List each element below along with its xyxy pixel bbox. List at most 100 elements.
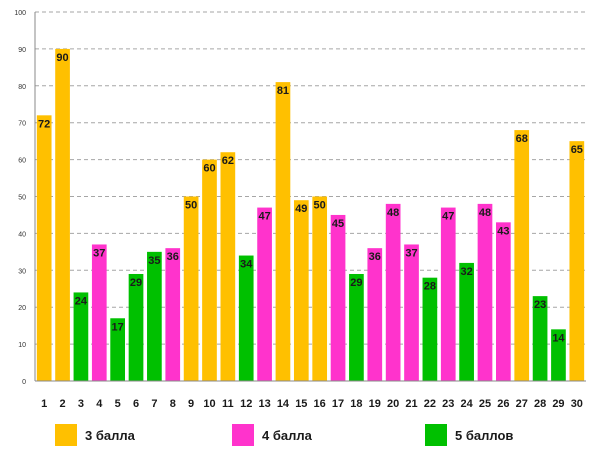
x-tick-label: 20 <box>387 398 399 410</box>
data-label: 62 <box>222 155 234 167</box>
x-axis-tick-labels: 1 2 3 4 5 6 7 8 9 10 11 12 13 14 15 16 17 18 19 20 21 22 23 24 2… <box>41 398 583 410</box>
x-tick-label: 2 <box>59 398 65 410</box>
data-label: 34 <box>240 259 253 271</box>
data-label: 24 <box>75 295 88 307</box>
x-tick-label: 26 <box>497 398 509 410</box>
x-tick-label: 21 <box>405 398 417 410</box>
x-tick-label: 29 <box>552 398 564 410</box>
bar-13 <box>257 207 272 381</box>
bar-11 <box>220 152 236 381</box>
x-tick-label: 30 <box>571 398 583 410</box>
data-label: 23 <box>534 299 546 311</box>
y-tick-label: 100 <box>14 10 26 17</box>
x-tick-label: 7 <box>151 398 157 410</box>
x-tick-label: 8 <box>170 398 176 410</box>
data-label: 50 <box>185 200 197 212</box>
legend: 3 балла 4 балла 5 баллов <box>0 424 593 454</box>
bar-29 <box>551 329 566 381</box>
bar-28 <box>532 296 548 381</box>
legend-label-4: 4 балла <box>262 427 312 443</box>
bar-25 <box>477 203 493 381</box>
bar-5 <box>110 318 125 381</box>
bar-16 <box>312 196 328 381</box>
x-tick-label: 15 <box>295 398 307 410</box>
bar-15 <box>293 200 309 381</box>
legend-label-5: 5 баллов <box>455 427 514 443</box>
y-tick-label: 30 <box>18 268 26 275</box>
bar-2 <box>55 48 70 382</box>
x-tick-label: 9 <box>188 398 194 410</box>
data-label: 14 <box>552 332 565 344</box>
bar-19 <box>367 248 383 381</box>
x-tick-label: 22 <box>424 398 436 410</box>
legend-item-3: 3 балла <box>55 424 135 446</box>
data-label: 43 <box>497 225 509 237</box>
x-tick-label: 5 <box>115 398 121 410</box>
y-axis-tick-labels: 0 10 20 30 40 50 60 70 80 90 100 <box>14 10 26 386</box>
data-label: 72 <box>38 118 50 130</box>
data-label: 65 <box>571 144 583 156</box>
data-label: 45 <box>332 218 344 230</box>
data-label: 60 <box>203 163 215 175</box>
legend-swatch-5 <box>425 424 447 446</box>
bar-6 <box>128 273 144 381</box>
legend-label-3: 3 балла <box>85 427 135 443</box>
data-label: 36 <box>369 251 381 263</box>
x-tick-label: 28 <box>534 398 546 410</box>
legend-swatch-4 <box>232 424 254 446</box>
y-tick-label: 70 <box>18 121 26 128</box>
x-tick-label: 12 <box>240 398 252 410</box>
data-label: 68 <box>516 133 528 145</box>
bar-30 <box>569 141 585 381</box>
data-label: 29 <box>350 277 362 289</box>
bar-3 <box>73 292 89 381</box>
x-tick-label: 14 <box>277 398 290 410</box>
data-label: 90 <box>56 52 68 64</box>
x-tick-label: 4 <box>96 398 103 410</box>
data-label: 50 <box>314 200 326 212</box>
x-tick-label: 24 <box>460 398 473 410</box>
bar-27 <box>514 130 530 381</box>
data-label: 17 <box>112 321 124 333</box>
bar-23 <box>440 207 456 381</box>
data-label: 37 <box>405 247 417 259</box>
x-tick-label: 6 <box>133 398 139 410</box>
x-tick-label: 16 <box>314 398 326 410</box>
bar-4 <box>91 244 107 381</box>
bars <box>36 48 585 382</box>
data-labels: 72 90 24 37 17 29 35 36 50 60 62 34 47 81 49 50 45 29 36 48… <box>38 52 583 344</box>
data-label: 37 <box>93 247 105 259</box>
bar-21 <box>404 244 419 381</box>
y-tick-label: 10 <box>18 342 26 349</box>
data-label: 48 <box>479 207 491 219</box>
x-tick-label: 25 <box>479 398 491 410</box>
legend-item-4: 4 балла <box>232 424 312 446</box>
x-tick-label: 11 <box>222 398 234 410</box>
bar-24 <box>459 262 474 381</box>
x-tick-label: 13 <box>258 398 270 410</box>
data-label: 81 <box>277 85 289 97</box>
x-tick-label: 17 <box>332 398 344 410</box>
y-tick-label: 60 <box>18 158 26 165</box>
x-tick-label: 10 <box>203 398 215 410</box>
bar-7 <box>147 251 162 381</box>
bar-17 <box>330 214 346 381</box>
x-tick-label: 1 <box>41 398 47 410</box>
bar-18 <box>349 273 364 381</box>
grid-lines <box>35 11 586 345</box>
bar-1 <box>36 115 52 381</box>
y-tick-label: 0 <box>22 379 26 386</box>
y-tick-label: 80 <box>18 84 26 91</box>
x-tick-label: 19 <box>369 398 381 410</box>
data-label: 28 <box>424 281 436 293</box>
data-label: 48 <box>387 207 399 219</box>
x-tick-label: 18 <box>350 398 362 410</box>
data-label: 36 <box>167 251 179 263</box>
bar-20 <box>385 203 401 381</box>
x-tick-label: 23 <box>442 398 454 410</box>
data-label: 32 <box>460 266 472 278</box>
y-tick-label: 50 <box>18 195 26 202</box>
y-tick-label: 90 <box>18 47 26 54</box>
bar-14 <box>275 82 291 382</box>
y-tick-label: 40 <box>18 231 26 238</box>
